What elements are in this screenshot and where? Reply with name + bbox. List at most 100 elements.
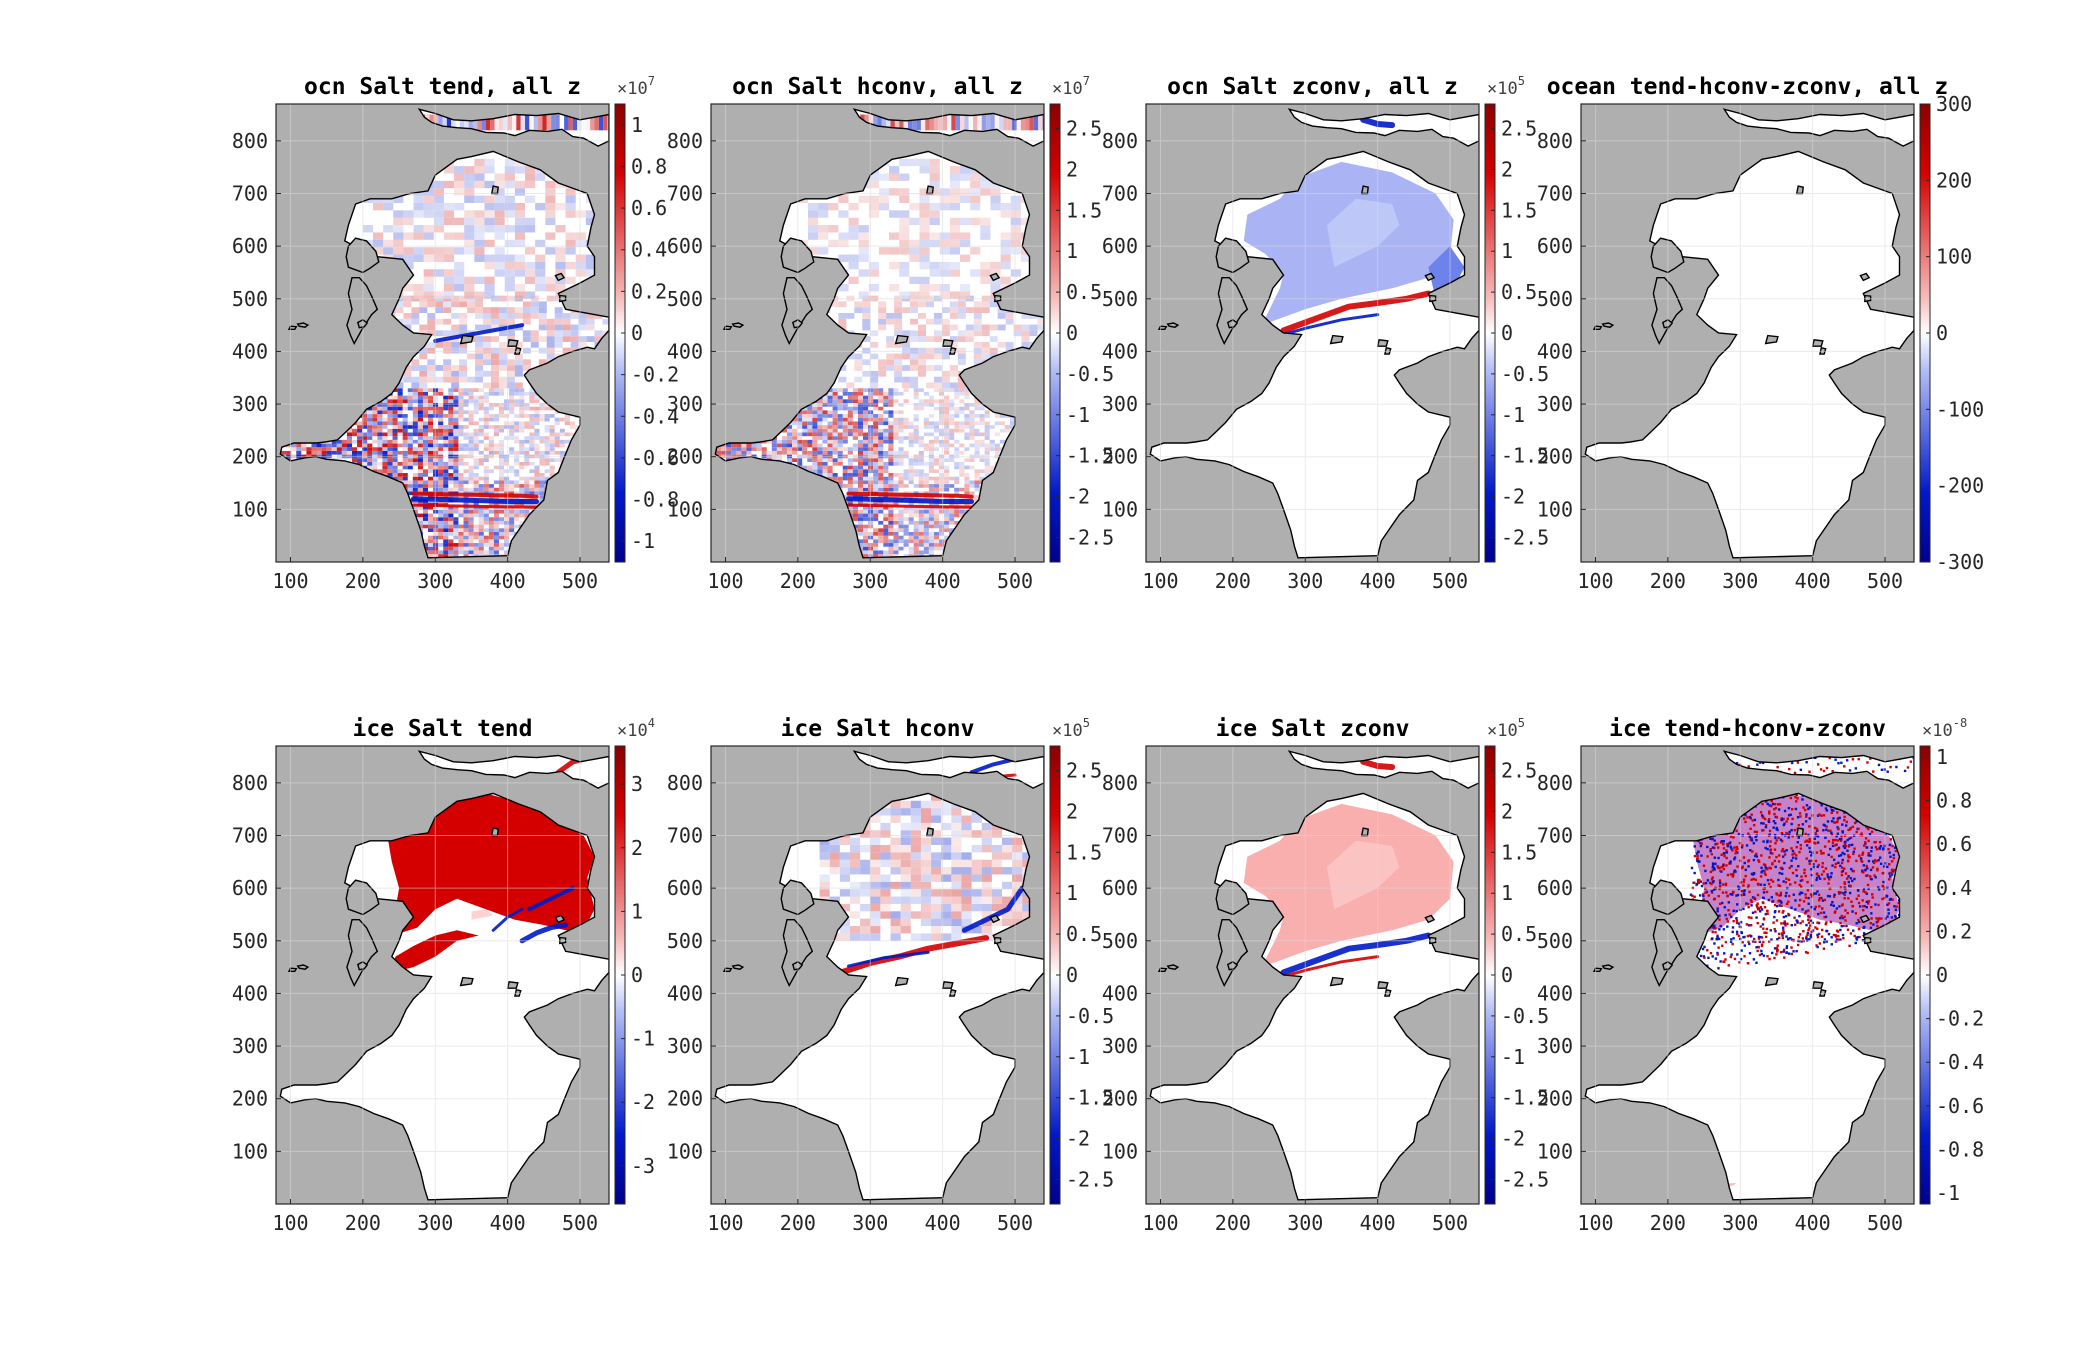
colorbar-tick-label: -1 (631, 1027, 655, 1051)
y-tick-label: 500 (667, 929, 703, 953)
y-tick-label: 400 (667, 981, 703, 1005)
colorbar-tick-label: 1.5 (1066, 840, 1102, 864)
y-tick-label: 600 (232, 234, 268, 258)
y-tick-label: 600 (667, 876, 703, 900)
y-tick-label: 800 (1537, 771, 1573, 795)
y-tick-label: 800 (1102, 771, 1138, 795)
y-tick-label: 500 (1537, 287, 1573, 311)
colorbar-tick-label: -0.4 (1936, 1050, 1984, 1074)
panel-8: 100 200 300 400 500 100 200 300 400 500 600 700 800 i… (1537, 716, 1984, 1235)
x-tick-label: 200 (1215, 1211, 1251, 1235)
grid (711, 104, 1044, 562)
y-tick-label: 500 (232, 287, 268, 311)
colorbar-tick-label: 0.5 (1066, 922, 1102, 946)
colorbar-tick-label: -1 (1066, 403, 1090, 427)
colorbar: -1 -0.8 -0.6 -0.4 -0.2 0 0.2 0.4 0.6 0.8 1 ×10-8 (1919, 716, 1984, 1205)
colorbar-tick-label: 300 (1936, 92, 1972, 116)
axes-frame (275, 745, 610, 1205)
colorbar-tick-label: 2 (1066, 799, 1078, 823)
grid (276, 746, 609, 1204)
y-tick-label: 500 (667, 287, 703, 311)
colorbar-tick-label: 2.5 (1501, 759, 1537, 783)
colorbar-tick-label: 0.2 (1936, 919, 1972, 943)
y-tick-label: 100 (232, 497, 268, 521)
x-tick-label: 200 (345, 1211, 381, 1235)
colorbar-tick-label: 0.5 (1066, 280, 1102, 304)
colorbar-tick-label: -0.5 (1066, 362, 1114, 386)
colorbar-tick-label: -0.8 (1936, 1137, 1984, 1161)
y-tick-label: 700 (1102, 823, 1138, 847)
panel-5: 100 200 300 400 500 100 200 300 400 500 600 700 800 i… (232, 716, 655, 1235)
colorbar-tick-label: 2.5 (1501, 117, 1537, 141)
y-tick-label: 100 (1102, 497, 1138, 521)
colorbar-tick-label: 100 (1936, 245, 1972, 269)
colorbar-tick-label: 2 (631, 836, 643, 860)
y-tick-label: 200 (667, 445, 703, 469)
colorbar-multiplier: ×107 (617, 74, 655, 99)
colorbar-tick-label: 0 (1066, 321, 1078, 345)
colorbar-tick-label: 0.6 (1936, 832, 1972, 856)
axes-frame (275, 103, 610, 563)
y-tick-label: 300 (232, 392, 268, 416)
panel-title: ice Salt zconv (1216, 716, 1410, 742)
y-tick-label: 300 (1537, 1034, 1573, 1058)
colorbar: -2.5 -2 -1.5 -1 -0.5 0 0.5 1 1.5 2 2.5 ×105 (1049, 716, 1114, 1205)
y-tick-label: 100 (232, 1139, 268, 1163)
colorbar-tick-label: 2 (1501, 799, 1513, 823)
x-tick-label: 200 (345, 569, 381, 593)
x-tick-label: 300 (852, 1211, 888, 1235)
x-tick-label: 100 (272, 1211, 308, 1235)
colorbar-multiplier: ×105 (1052, 716, 1090, 741)
colorbar-tick-label: -1.5 (1066, 444, 1114, 468)
x-tick-label: 200 (1650, 569, 1686, 593)
colorbar-tick-label: -0.6 (631, 446, 679, 470)
y-tick-label: 400 (1537, 981, 1573, 1005)
colorbar-tick-label: 0 (1936, 963, 1948, 987)
y-tick-label: 300 (667, 392, 703, 416)
y-tick-label: 700 (232, 823, 268, 847)
coastline (279, 108, 609, 559)
y-tick-label: 700 (667, 181, 703, 205)
axes-frame (1580, 103, 1915, 563)
axes-frame (1145, 745, 1480, 1205)
colorbar-tick-label: -0.8 (631, 488, 679, 512)
colorbar-tick-label: -0.6 (1936, 1094, 1984, 1118)
y-tick-label: 200 (667, 1087, 703, 1111)
y-tick-label: 400 (1102, 339, 1138, 363)
colorbar-tick-label: 0.4 (631, 238, 667, 262)
y-tick-label: 700 (232, 181, 268, 205)
x-tick-label: 100 (272, 569, 308, 593)
x-tick-label: 100 (707, 569, 743, 593)
x-tick-label: 100 (1142, 569, 1178, 593)
x-tick-label: 300 (852, 569, 888, 593)
panel-title: ice Salt tend (352, 716, 532, 742)
panel-7: 100 200 300 400 500 100 200 300 400 500 600 700 800 i… (1102, 716, 1549, 1235)
x-tick-label: 500 (997, 569, 1033, 593)
x-tick-label: 400 (490, 569, 526, 593)
colorbar-tick-label: -1 (631, 529, 655, 553)
colorbar-tick-label: 0.4 (1936, 876, 1972, 900)
panel-2: 100 200 300 400 500 100 200 300 400 500 600 700 800 o… (667, 74, 1114, 593)
arctic-channels (1289, 751, 1479, 789)
panel-title: ocn Salt zconv, all z (1167, 74, 1458, 100)
y-tick-label: 100 (667, 1139, 703, 1163)
x-tick-label: 400 (1795, 569, 1831, 593)
x-tick-label: 500 (997, 1211, 1033, 1235)
y-tick-label: 500 (232, 929, 268, 953)
y-tick-label: 800 (667, 771, 703, 795)
colorbar-tick-label: 0 (1066, 963, 1078, 987)
x-tick-label: 300 (1722, 569, 1758, 593)
colorbar-tick-label: 1.5 (1501, 840, 1537, 864)
y-tick-label: 400 (1102, 981, 1138, 1005)
y-tick-label: 500 (1537, 929, 1573, 953)
colorbar-tick-label: 1.5 (1066, 198, 1102, 222)
y-tick-label: 200 (232, 1087, 268, 1111)
colorbar-tick-label: -0.5 (1501, 1004, 1549, 1028)
coastline (1584, 750, 1914, 1201)
y-tick-label: 800 (1537, 129, 1573, 153)
x-tick-label: 100 (1577, 569, 1613, 593)
x-tick-label: 300 (417, 1211, 453, 1235)
colorbar-tick-label: -2 (1501, 1127, 1525, 1151)
x-tick-label: 500 (562, 1211, 598, 1235)
colorbar: -2.5 -2 -1.5 -1 -0.5 0 0.5 1 1.5 2 2.5 ×107 (1049, 74, 1114, 563)
